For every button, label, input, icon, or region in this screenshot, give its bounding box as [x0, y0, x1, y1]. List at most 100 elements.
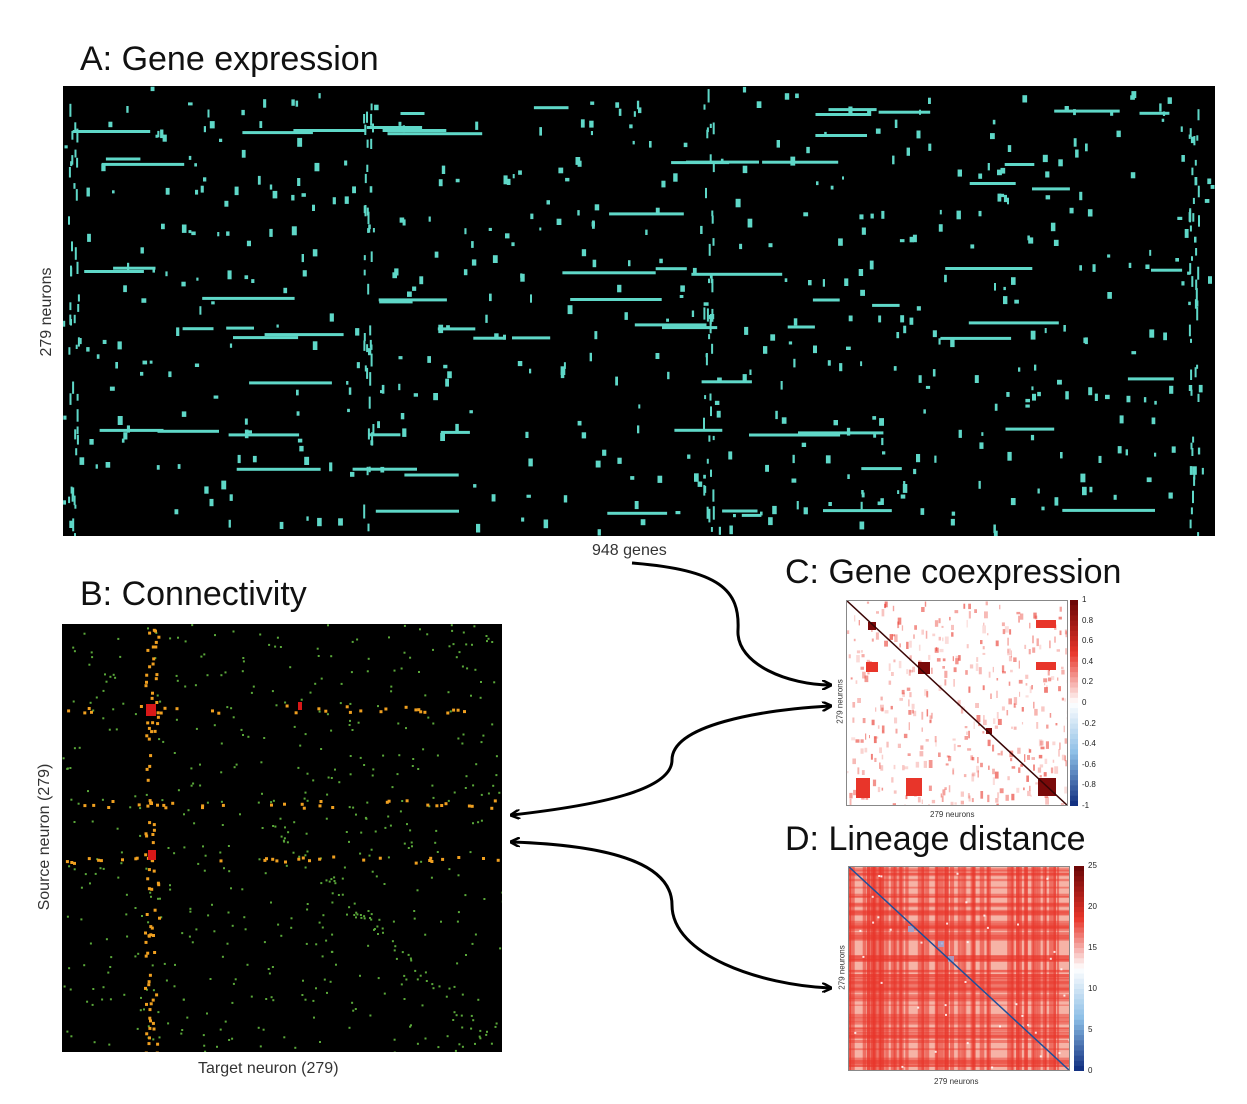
heatmap-cell — [862, 718, 866, 724]
expression-mark — [880, 498, 884, 505]
expression-mark — [934, 455, 937, 463]
heatmap-cell — [955, 658, 959, 665]
connection-mark — [150, 858, 154, 862]
expression-mark — [815, 113, 871, 116]
expression-mark — [1025, 404, 1030, 408]
expression-mark — [875, 128, 881, 134]
expression-mark — [674, 428, 723, 432]
heatmap-cell — [1046, 685, 1048, 689]
connection-mark — [299, 744, 302, 747]
heatmap-cell — [986, 926, 989, 929]
expression-mark — [1007, 197, 1009, 205]
connection-mark — [349, 719, 351, 722]
connection-mark — [355, 813, 357, 816]
expression-mark — [506, 178, 511, 185]
connection-mark — [232, 716, 235, 719]
heatmap-band — [917, 866, 922, 1071]
heatmap-band — [879, 866, 884, 1071]
connection-mark — [146, 778, 150, 782]
connection-mark — [312, 999, 315, 1002]
expression-mark — [828, 108, 877, 112]
connection-mark — [393, 949, 396, 952]
heatmap-cell — [867, 672, 870, 675]
connection-mark — [105, 938, 108, 941]
expression-mark — [860, 501, 863, 510]
expression-mark — [659, 258, 663, 264]
connection-mark — [485, 635, 488, 637]
heatmap-cell — [978, 723, 980, 727]
expression-mark — [162, 134, 167, 142]
connection-mark — [432, 648, 434, 651]
connection-mark — [377, 933, 379, 935]
connection-mark — [306, 772, 309, 775]
heatmap-cell — [862, 955, 865, 958]
expression-mark — [71, 241, 73, 252]
connection-mark — [409, 957, 412, 960]
connection-mark — [501, 891, 502, 894]
expression-mark — [73, 314, 76, 324]
connection-mark — [363, 917, 366, 920]
connection-mark — [400, 983, 403, 986]
heatmap-cell — [850, 677, 853, 680]
connection-mark — [235, 763, 238, 766]
expression-mark — [1139, 111, 1170, 115]
expression-mark — [155, 134, 158, 138]
expression-mark — [1181, 281, 1185, 286]
heatmap-cell — [1011, 726, 1013, 729]
expression-mark — [1198, 384, 1203, 393]
connection-mark — [241, 888, 244, 891]
expression-mark — [987, 163, 990, 171]
gene-expression-matrix — [63, 86, 1215, 536]
expression-mark — [680, 285, 685, 292]
heatmap-block — [866, 662, 878, 672]
connection-mark — [151, 841, 155, 845]
expression-mark — [485, 314, 488, 323]
heatmap-band — [1042, 866, 1047, 1071]
expression-mark — [784, 278, 788, 282]
expression-mark — [1085, 143, 1088, 152]
colorbar-segment — [1074, 948, 1084, 954]
connection-mark — [147, 887, 151, 891]
heatmap-band — [1056, 866, 1060, 1071]
expression-mark — [203, 126, 206, 133]
heatmap-cell — [1063, 725, 1065, 733]
heatmap-cell — [963, 603, 966, 609]
expression-mark — [202, 296, 295, 300]
connection-mark — [102, 717, 105, 720]
connection-mark — [318, 710, 321, 713]
expression-mark — [944, 274, 947, 283]
heatmap-cell — [925, 739, 929, 742]
connection-mark — [390, 690, 393, 693]
expression-mark — [306, 516, 309, 521]
heatmap-cell — [936, 658, 941, 662]
connection-mark — [391, 786, 394, 789]
connection-mark — [231, 1037, 234, 1040]
heatmap-cell — [881, 754, 884, 760]
connection-mark — [382, 931, 384, 934]
expression-mark — [269, 184, 273, 190]
connection-mark — [147, 737, 151, 741]
colorbar-segment — [1070, 754, 1078, 761]
heatmap-cell — [1032, 635, 1034, 644]
expression-mark — [364, 124, 367, 135]
connection-mark — [177, 636, 179, 639]
connection-mark — [201, 804, 205, 808]
heatmap-cell — [1013, 657, 1017, 662]
expression-mark — [671, 161, 730, 165]
connection-mark — [431, 983, 434, 986]
heatmap-band — [866, 866, 868, 1071]
connection-mark — [420, 860, 423, 863]
colorbar-segment — [1074, 1035, 1084, 1041]
connection-mark — [374, 830, 377, 833]
connection-mark — [92, 988, 95, 990]
expression-mark — [443, 364, 448, 369]
expression-mark — [381, 384, 385, 394]
heatmap-cell — [965, 670, 968, 675]
connection-mark — [294, 711, 298, 715]
heatmap-band — [873, 866, 877, 1071]
heatmap-frame — [846, 600, 1068, 806]
connection-mark — [375, 875, 378, 878]
expression-mark — [149, 360, 153, 364]
expression-mark — [739, 243, 743, 250]
expression-mark — [893, 366, 897, 371]
